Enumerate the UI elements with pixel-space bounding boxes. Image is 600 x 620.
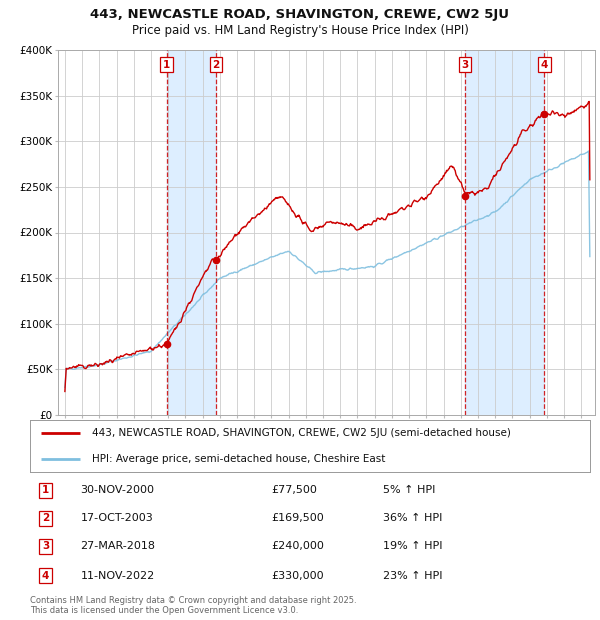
Text: 19% ↑ HPI: 19% ↑ HPI: [383, 541, 442, 551]
Text: £77,500: £77,500: [271, 485, 317, 495]
Text: Contains HM Land Registry data © Crown copyright and database right 2025.
This d: Contains HM Land Registry data © Crown c…: [30, 596, 356, 616]
Text: 4: 4: [541, 60, 548, 69]
Text: 27-MAR-2018: 27-MAR-2018: [80, 541, 155, 551]
Text: £330,000: £330,000: [271, 570, 323, 580]
Text: Price paid vs. HM Land Registry's House Price Index (HPI): Price paid vs. HM Land Registry's House …: [131, 24, 469, 37]
Bar: [465, 50, 544, 415]
Text: 2: 2: [212, 60, 220, 69]
Text: 11-NOV-2022: 11-NOV-2022: [80, 570, 155, 580]
Text: HPI: Average price, semi-detached house, Cheshire East: HPI: Average price, semi-detached house,…: [92, 454, 385, 464]
Text: 4: 4: [42, 570, 49, 580]
Text: 5% ↑ HPI: 5% ↑ HPI: [383, 485, 435, 495]
Text: 3: 3: [461, 60, 469, 69]
Text: 36% ↑ HPI: 36% ↑ HPI: [383, 513, 442, 523]
Text: £169,500: £169,500: [271, 513, 323, 523]
Text: 1: 1: [42, 485, 49, 495]
Bar: [167, 50, 216, 415]
Text: 23% ↑ HPI: 23% ↑ HPI: [383, 570, 442, 580]
Text: 17-OCT-2003: 17-OCT-2003: [80, 513, 153, 523]
Text: 443, NEWCASTLE ROAD, SHAVINGTON, CREWE, CW2 5JU (semi-detached house): 443, NEWCASTLE ROAD, SHAVINGTON, CREWE, …: [92, 428, 511, 438]
Text: £240,000: £240,000: [271, 541, 323, 551]
Text: 443, NEWCASTLE ROAD, SHAVINGTON, CREWE, CW2 5JU: 443, NEWCASTLE ROAD, SHAVINGTON, CREWE, …: [91, 8, 509, 21]
Text: 30-NOV-2000: 30-NOV-2000: [80, 485, 154, 495]
Text: 1: 1: [163, 60, 170, 69]
Text: 3: 3: [42, 541, 49, 551]
Text: 2: 2: [42, 513, 49, 523]
